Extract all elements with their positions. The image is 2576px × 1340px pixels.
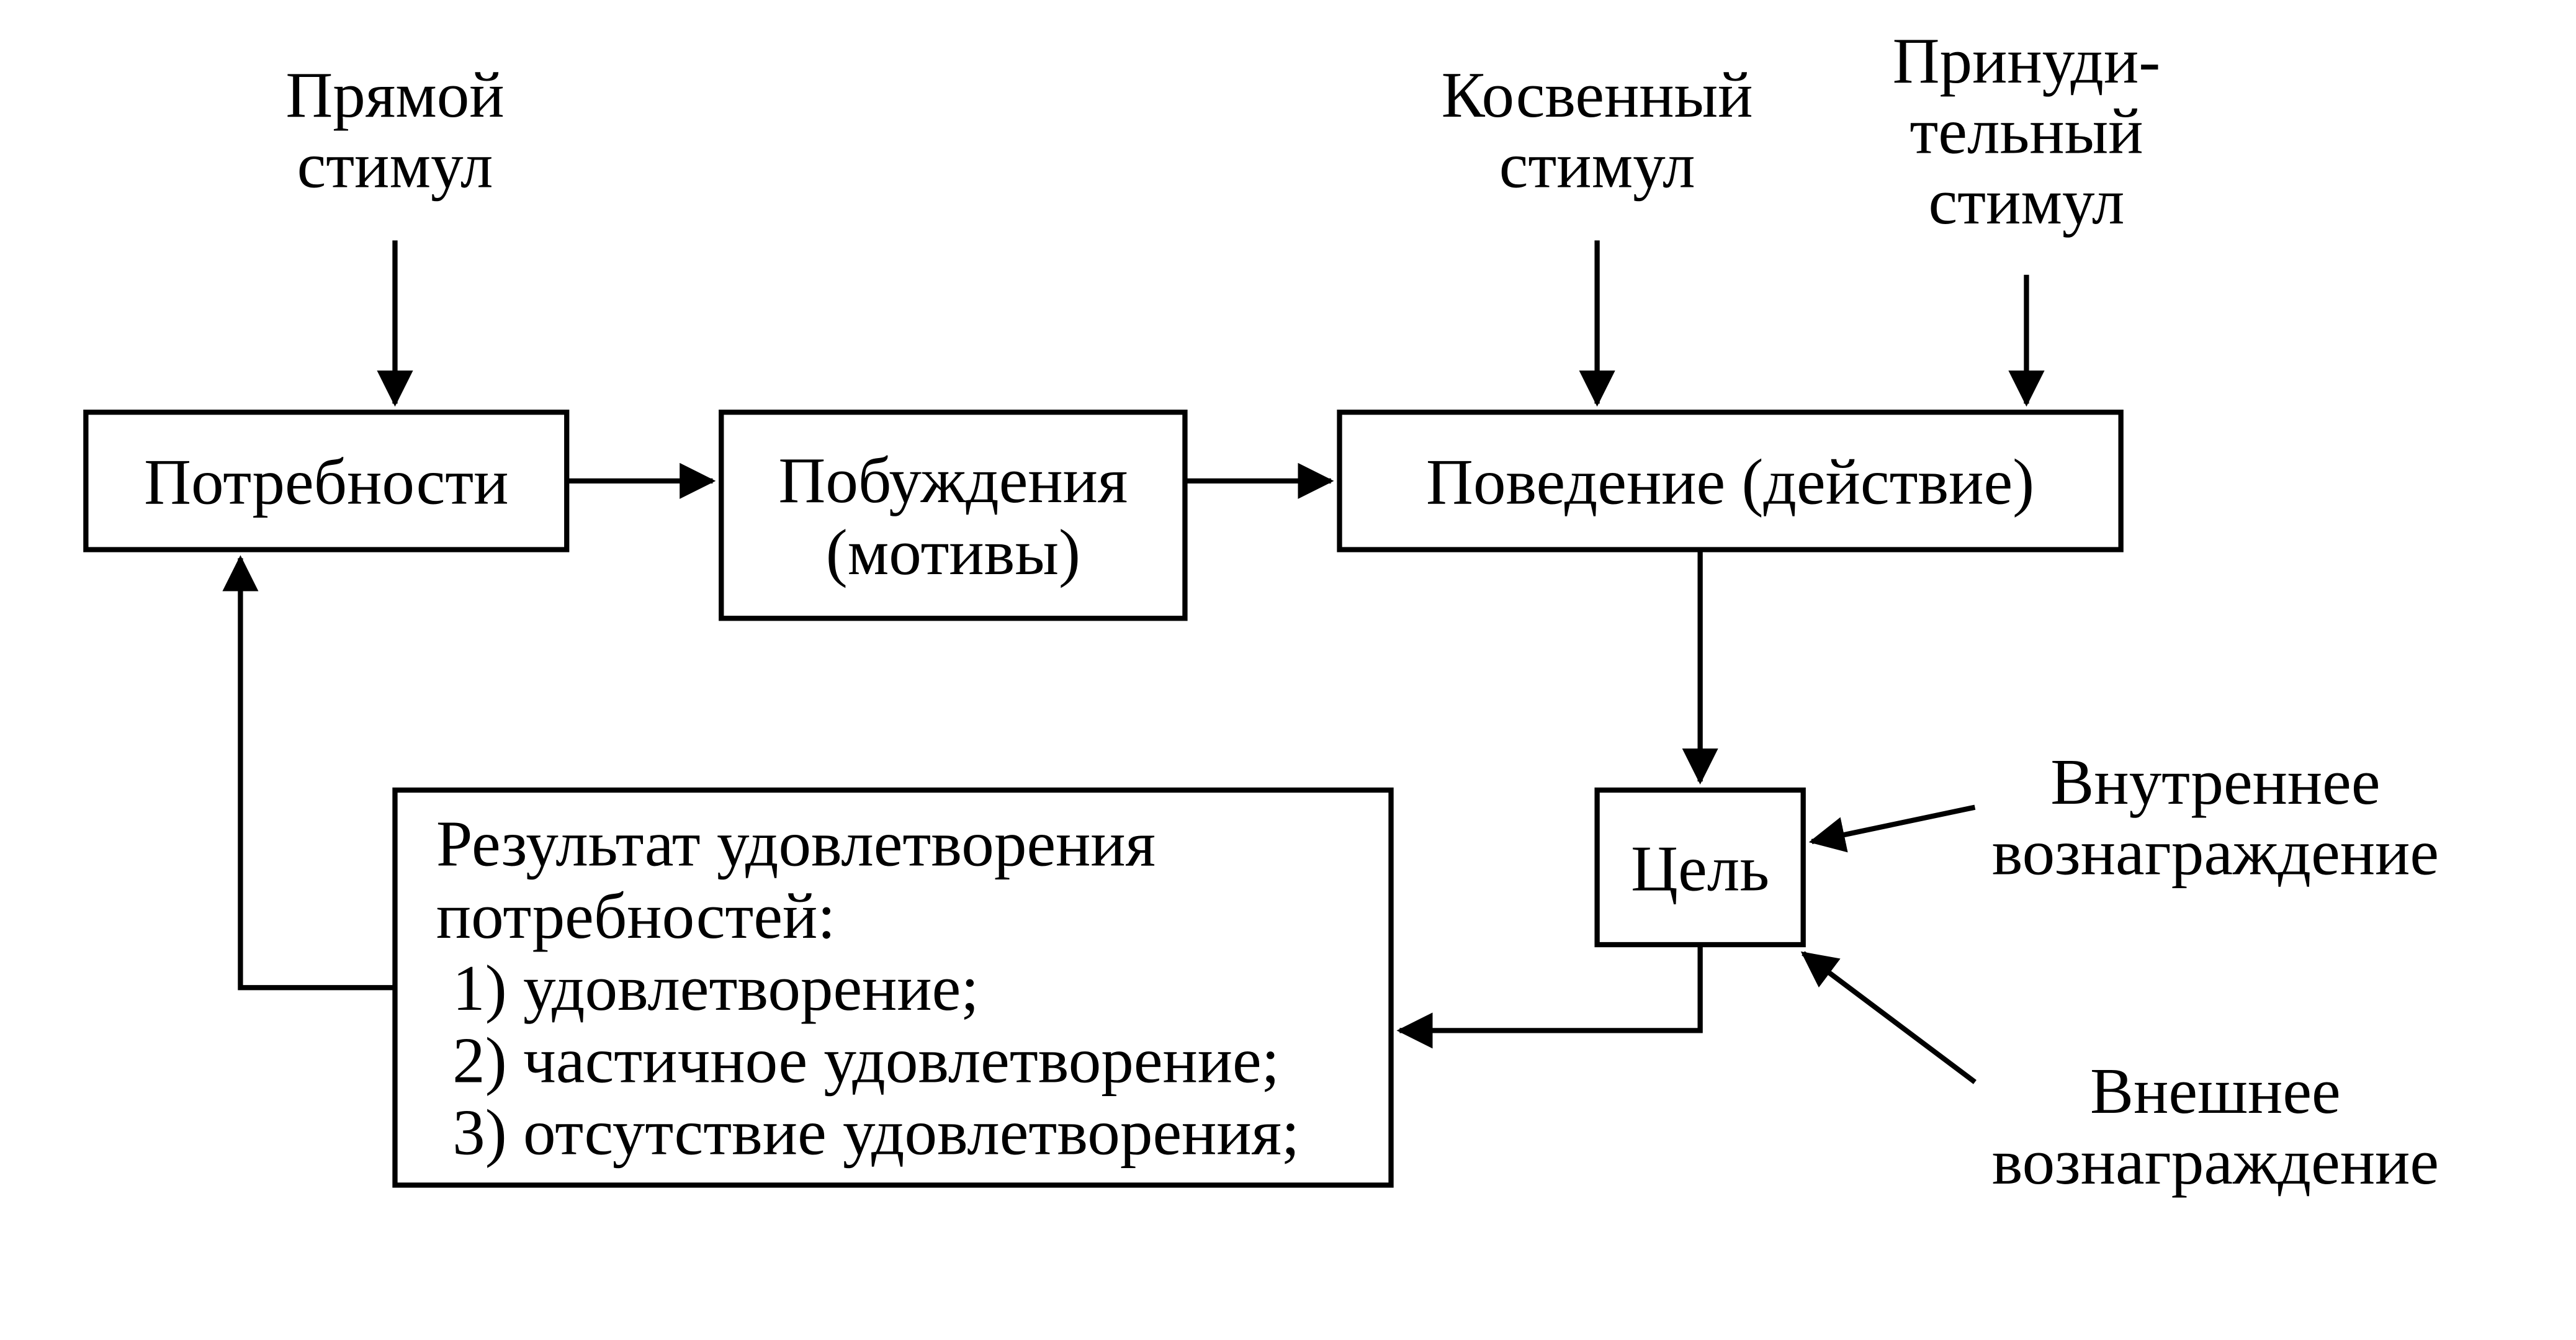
label-direct_stimulus: Прямойстимул bbox=[285, 58, 504, 202]
label-indirect_stimulus: Косвенныйстимул bbox=[1442, 58, 1753, 202]
label-external_reward: Внешнеевознаграждение bbox=[1992, 1054, 2439, 1198]
label-internal_reward: Внутреннеевознаграждение bbox=[1992, 745, 2439, 889]
node-behavior-label: Поведение (действие) bbox=[1426, 446, 2034, 518]
node-motives-label: Побуждения(мотивы) bbox=[778, 444, 1128, 588]
node-goal-label: Цель bbox=[1631, 832, 1769, 904]
node-result: Результат удовлетворенияпотребностей: 1)… bbox=[395, 790, 1391, 1185]
arrow-internal_to_goal bbox=[1812, 807, 1975, 842]
node-needs-label: Потребности bbox=[144, 446, 508, 518]
node-needs: Потребности bbox=[86, 412, 567, 549]
node-motives: Побуждения(мотивы) bbox=[721, 412, 1185, 618]
arrow-result_to_needs bbox=[240, 558, 395, 987]
arrow-goal_to_result bbox=[1399, 945, 1700, 1030]
node-goal: Цель bbox=[1597, 790, 1803, 945]
node-behavior: Поведение (действие) bbox=[1340, 412, 2121, 549]
label-forced_stimulus: Принуди-тельныйстимул bbox=[1893, 24, 2161, 238]
arrow-external_to_goal bbox=[1803, 953, 1975, 1082]
